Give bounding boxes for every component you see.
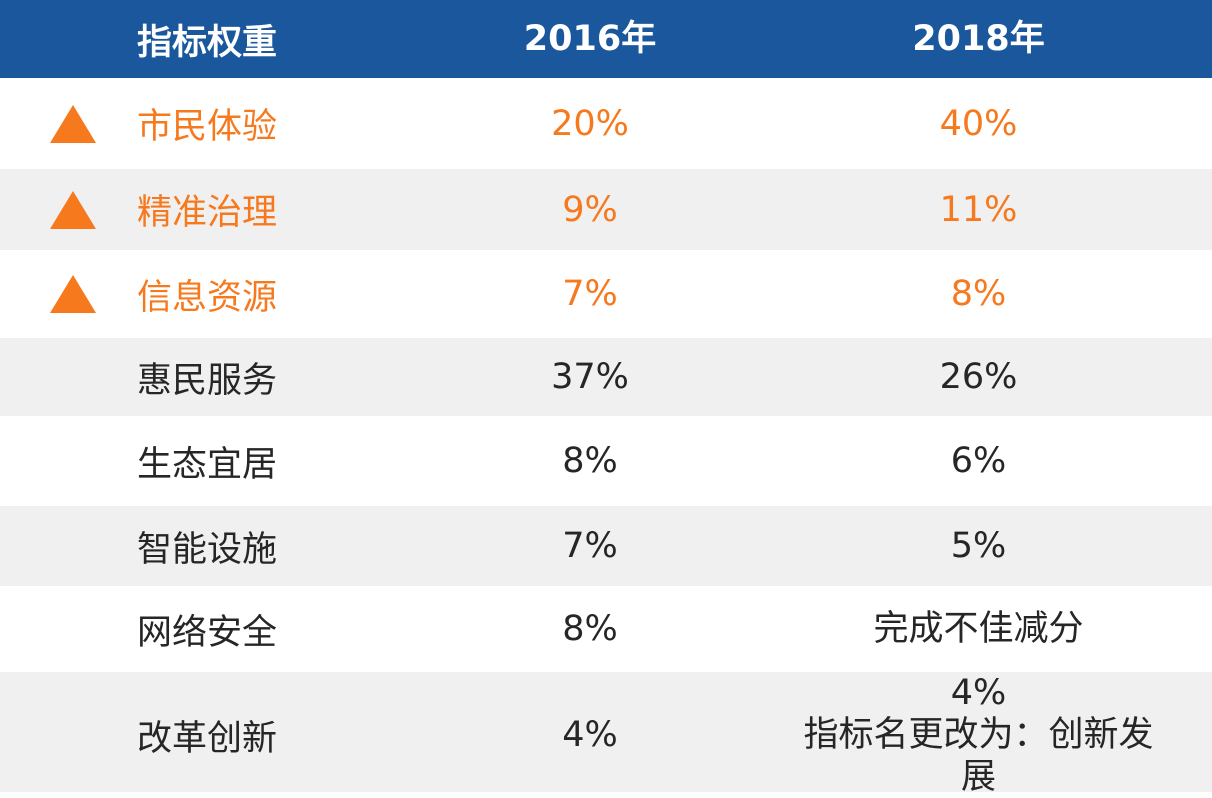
table-row: 智能设施 7% 5%: [0, 506, 1212, 586]
table-header: 指标权重 2016年 2018年: [0, 0, 1212, 78]
indicator-cell: 网络安全: [0, 604, 390, 655]
indicator-cell: 惠民服务: [0, 352, 390, 403]
table-row: 信息资源 7% 8%: [0, 250, 1212, 338]
triangle-up-icon: [50, 104, 96, 143]
value-2016: 7%: [562, 274, 618, 314]
table-row: 网络安全 8% 完成不佳减分: [0, 586, 1212, 672]
value-2018-note: 指标名更改为：创新发展: [803, 715, 1154, 797]
triangle-up-icon: [50, 190, 96, 229]
value-2018-cell: 5%: [790, 525, 1167, 567]
value-2018-cell: 6%: [790, 440, 1167, 482]
value-2018-cell: 26%: [790, 356, 1167, 398]
indicator-cell: 改革创新: [0, 710, 390, 761]
indicator-label: 市民体验: [137, 107, 278, 147]
indicator-label: 改革创新: [137, 718, 278, 759]
value-2018: 8%: [950, 274, 1007, 314]
indicator-label: 智能设施: [137, 529, 278, 570]
value-2018-cell: 完成不佳减分: [790, 608, 1167, 650]
table-row: 惠民服务 37% 26%: [0, 338, 1212, 416]
value-2018: 26%: [939, 357, 1018, 397]
indicator-cell: 精准治理: [0, 184, 390, 235]
indicator-cell: 生态宜居: [0, 436, 390, 487]
value-2016: 8%: [562, 441, 618, 481]
value-2016: 8%: [562, 609, 618, 649]
value-2016: 37%: [551, 357, 629, 397]
indicator-cell: 市民体验: [0, 98, 390, 149]
table-row: 精准治理 9% 11%: [0, 169, 1212, 250]
header-indicator-weight: 指标权重: [137, 22, 278, 63]
indicator-label: 生态宜居: [137, 444, 278, 485]
value-2016: 7%: [562, 526, 618, 566]
value-2016: 4%: [562, 715, 618, 755]
table-row: 生态宜居 8% 6%: [0, 416, 1212, 506]
indicator-label: 信息资源: [137, 277, 278, 318]
value-2018: 完成不佳减分: [873, 609, 1084, 649]
indicator-cell: 信息资源: [0, 269, 390, 320]
value-2018: 5%: [950, 526, 1007, 566]
indicator-label: 精准治理: [137, 193, 278, 233]
value-2018: 6%: [950, 441, 1007, 481]
table-body: 市民体验 20% 40% 精准治理 9% 11% 信息资源 7% 8% 惠民服务…: [0, 78, 1212, 797]
table-row: 改革创新 4% 4% 指标名更改为：创新发展: [0, 672, 1212, 797]
value-2018-cell: 4% 指标名更改为：创新发展: [790, 672, 1167, 798]
indicator-label: 网络安全: [137, 612, 278, 653]
value-2018: 40%: [939, 103, 1018, 144]
value-2016: 9%: [562, 189, 618, 230]
header-year-2018: 2018年: [912, 19, 1045, 59]
value-2018-cell: 11%: [790, 189, 1167, 231]
indicator-cell: 智能设施: [0, 521, 390, 572]
indicator-label: 惠民服务: [137, 360, 278, 401]
value-2018-cell: 40%: [790, 103, 1167, 145]
triangle-up-icon: [50, 275, 96, 313]
value-2016: 20%: [551, 103, 629, 144]
value-2018: 4%: [950, 673, 1007, 713]
table-row: 市民体验 20% 40%: [0, 78, 1212, 169]
value-2018: 11%: [939, 189, 1018, 230]
header-year-2016: 2016年: [523, 19, 657, 59]
value-2018-cell: 8%: [790, 273, 1167, 315]
